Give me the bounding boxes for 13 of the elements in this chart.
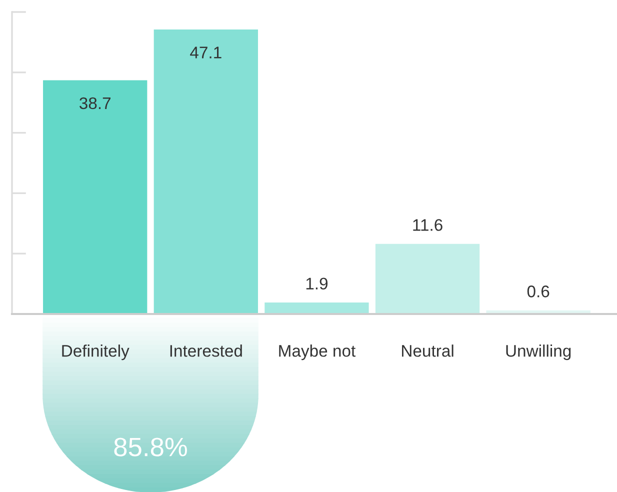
data-label: 38.7	[80, 97, 110, 110]
data-label: 11.6	[413, 219, 442, 231]
data-label: 47.1	[190, 46, 222, 58]
x-tick-label: Interested	[170, 344, 242, 357]
x-tick-label: Unwilling	[506, 344, 571, 360]
data-label: 0.6	[527, 286, 550, 298]
x-tick-label: Maybe not	[279, 344, 356, 360]
x-tick-label: Neutral	[402, 344, 454, 357]
text: 85.8%	[114, 438, 187, 456]
x-tick-label: Definitely	[62, 344, 130, 360]
bar	[264, 302, 369, 314]
bar	[375, 244, 480, 314]
data-label: 1.9	[306, 278, 328, 290]
